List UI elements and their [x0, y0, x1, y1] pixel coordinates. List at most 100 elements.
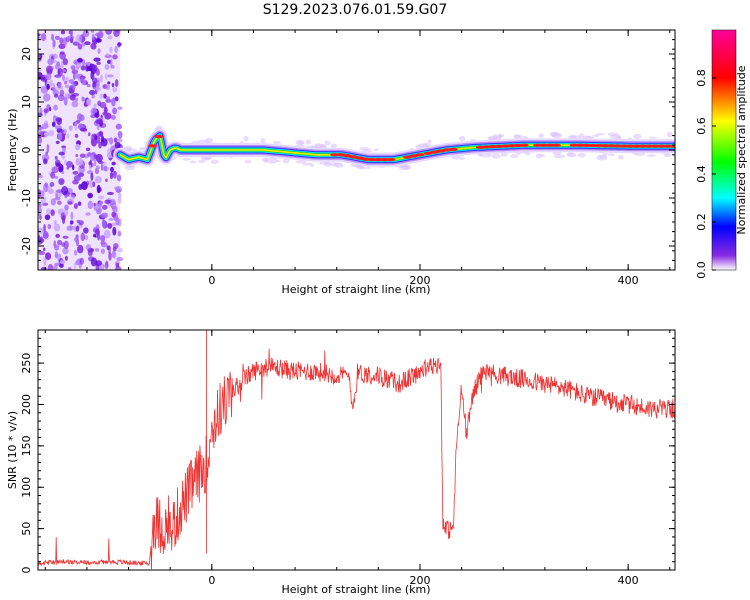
- noise-blob: [111, 82, 115, 88]
- noise-blob: [104, 199, 111, 205]
- noise-blob: [53, 223, 61, 232]
- noise-blob: [43, 132, 50, 137]
- noise-blob: [64, 208, 69, 217]
- snr-series-line: [38, 330, 675, 570]
- noise-blob: [45, 65, 53, 74]
- noise-blob: [73, 71, 79, 80]
- figure-title: S129.2023.076.01.59.G07: [263, 2, 448, 18]
- noise-blob: [93, 202, 96, 207]
- noise-blob: [51, 33, 54, 41]
- halo-blob: [260, 138, 266, 144]
- noise-blob: [59, 51, 65, 55]
- noise-blob: [95, 260, 103, 266]
- halo-blob: [203, 157, 210, 161]
- noise-blob: [73, 203, 78, 209]
- noise-blob: [117, 106, 123, 110]
- noise-blob: [99, 74, 103, 83]
- noise-blob: [62, 74, 65, 82]
- noise-blob: [92, 134, 96, 139]
- noise-blob: [94, 176, 102, 184]
- noise-blob: [102, 166, 110, 172]
- noise-blob: [78, 220, 84, 226]
- x-tick-label: 400: [618, 274, 639, 287]
- noise-blob: [93, 234, 97, 238]
- noise-blob: [79, 127, 88, 132]
- noise-blob: [94, 228, 100, 235]
- noise-blob: [111, 211, 116, 218]
- noise-blob: [92, 64, 98, 73]
- ridge-peak: [625, 144, 635, 148]
- halo-blob: [646, 154, 656, 157]
- halo-blob: [373, 148, 379, 152]
- spectrogram-xlabel: Height of straight line (km): [281, 283, 430, 296]
- noise-blob: [58, 178, 65, 186]
- noise-blob: [94, 112, 100, 118]
- noise-blob: [71, 100, 79, 108]
- noise-blob: [91, 33, 95, 41]
- noise-blob: [50, 209, 55, 216]
- noise-blob: [90, 172, 94, 181]
- noise-blob: [103, 229, 111, 239]
- noise-blob: [112, 54, 118, 60]
- noise-blob: [61, 170, 65, 175]
- noise-blob: [75, 143, 81, 151]
- y-tick-label: 10: [20, 95, 33, 109]
- noise-blob: [73, 175, 81, 182]
- noise-blob: [52, 86, 57, 96]
- noise-blob: [82, 59, 86, 67]
- halo-blob: [427, 139, 432, 144]
- noise-blob: [111, 161, 116, 166]
- halo-blob: [198, 139, 208, 143]
- x-tick-label: 200: [409, 574, 430, 587]
- noise-blob: [43, 257, 47, 267]
- noise-blob: [112, 226, 117, 236]
- noise-blob: [106, 245, 110, 251]
- noise-blob: [47, 58, 54, 66]
- noise-blob: [52, 39, 56, 47]
- noise-blob: [116, 138, 123, 143]
- noise-blob: [40, 32, 47, 42]
- halo-blob: [578, 133, 585, 138]
- noise-blob: [89, 89, 96, 96]
- noise-blob: [55, 117, 63, 122]
- spectrogram-panel: 0 200 400 -20 -10 0 10 20 Height of straight li…: [6, 29, 676, 296]
- noise-blob: [76, 157, 84, 166]
- noise-blob: [111, 250, 116, 259]
- noise-blob: [96, 61, 101, 65]
- colorbar-tick-label: 0.6: [695, 117, 708, 135]
- noise-blob: [48, 129, 55, 137]
- noise-blob: [118, 192, 122, 198]
- noise-blob: [103, 93, 107, 99]
- halo-blob: [666, 131, 673, 138]
- colorbar-frame: [711, 29, 737, 271]
- noise-blob: [75, 260, 81, 266]
- noise-blob: [51, 121, 56, 128]
- halo-blob: [301, 162, 313, 166]
- noise-blob: [59, 259, 66, 265]
- y-tick-label: 150: [20, 435, 33, 456]
- noise-blob: [99, 101, 107, 109]
- noise-blob: [86, 65, 92, 72]
- halo-blob: [323, 161, 332, 167]
- ridge-peak: [448, 147, 458, 151]
- noise-blob: [63, 96, 68, 106]
- noise-blob: [57, 67, 64, 77]
- noise-blob: [38, 33, 41, 37]
- noise-blob: [86, 98, 92, 106]
- noise-blob: [62, 215, 66, 225]
- spectrogram-ylabel: Frequency (Hz): [6, 109, 19, 192]
- ridge-peak: [644, 144, 654, 148]
- noise-blob: [105, 178, 108, 182]
- noise-blob: [105, 84, 111, 90]
- noise-blob: [93, 159, 97, 167]
- noise-blob: [54, 244, 60, 251]
- noise-blob: [97, 131, 104, 137]
- noise-blob: [67, 266, 72, 270]
- halo-blob: [607, 153, 615, 157]
- noise-blob: [85, 244, 92, 251]
- noise-blob: [95, 165, 100, 170]
- noise-blob: [97, 186, 102, 193]
- noise-blob: [45, 72, 52, 81]
- noise-blob: [95, 86, 102, 92]
- noise-blob: [50, 171, 56, 179]
